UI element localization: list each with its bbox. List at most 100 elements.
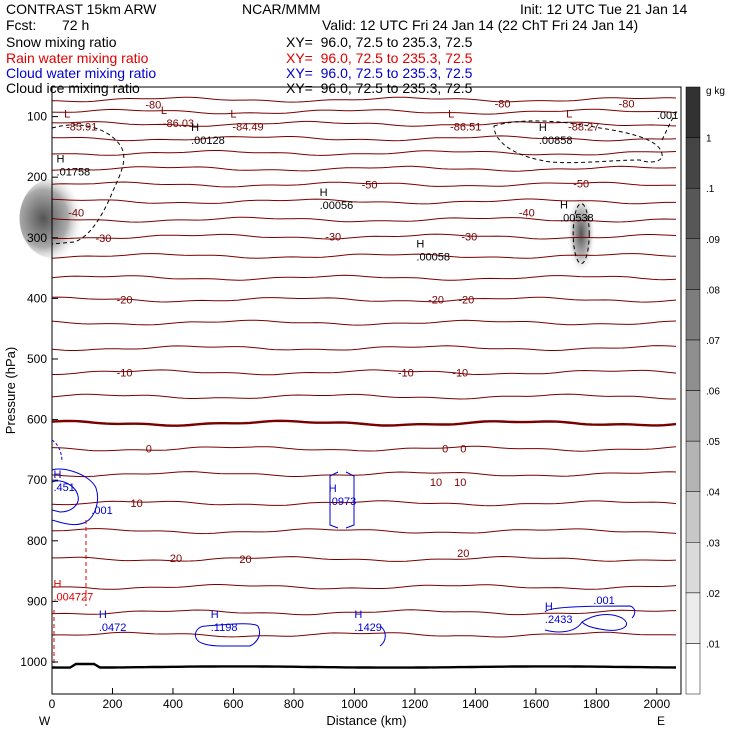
y-tick-label: 500 <box>27 352 47 366</box>
colorbar-segment <box>685 238 701 290</box>
high-marker-letter: H <box>329 483 337 495</box>
x-tick-label: 1400 <box>462 697 489 711</box>
temperature-label: -50 <box>573 178 589 190</box>
temperature-label: -30 <box>461 232 477 244</box>
west-label: W <box>39 714 51 728</box>
contour-value-label: .001 <box>657 110 678 122</box>
temperature-label: 0 <box>460 444 466 456</box>
colorbar-segment <box>685 542 701 594</box>
low-marker-letter: L <box>230 108 236 120</box>
low-marker-letter: L <box>448 108 454 120</box>
low-marker-letter: L <box>64 108 70 120</box>
temperature-label: 20 <box>170 553 182 565</box>
colorbar-tick-label: .05 <box>706 437 720 448</box>
surface-line <box>51 662 677 669</box>
colorbar-segment <box>685 643 701 695</box>
contour-value-label: .001 <box>91 505 112 517</box>
high-marker-letter: H <box>211 609 219 621</box>
colorbar-segment <box>685 491 701 543</box>
high-marker-value: .1198 <box>211 622 238 634</box>
east-label: E <box>657 714 665 728</box>
isotherm-line <box>51 319 677 326</box>
isotherm-line <box>51 393 676 400</box>
low-marker-letter: L <box>161 105 167 117</box>
field-cloudwater-name: Cloud water mixing ratio <box>6 65 157 81</box>
y-tick-label: 600 <box>27 413 47 427</box>
temperature-label: -20 <box>117 295 133 307</box>
low-marker-letter: L <box>566 108 572 120</box>
colorbar-segment <box>685 187 701 240</box>
temperature-label: -40 <box>68 207 84 219</box>
x-tick-label: 800 <box>284 697 304 711</box>
isotherm-line <box>51 345 677 351</box>
chart-title: CONTRAST 15km ARW <box>6 1 157 17</box>
colorbar-segment <box>685 440 701 492</box>
y-tick-label: 200 <box>27 170 47 184</box>
high-marker-letter: H <box>545 601 553 613</box>
colorbar-unit: g kg <box>706 86 725 97</box>
high-marker-letter: H <box>354 609 362 621</box>
center-label: NCAR/MMM <box>242 1 321 17</box>
low-marker-value: -85.91 <box>66 121 97 133</box>
field-rain-name: Rain water mixing ratio <box>6 50 149 66</box>
ice-contour-column <box>572 203 590 265</box>
colorbar-segment <box>685 86 701 138</box>
high-marker-value: .01758 <box>57 166 91 178</box>
valid-time: Valid: 12 UTC Fri 24 Jan 14 (22 ChT Fri … <box>322 17 639 33</box>
field-snow-name: Snow mixing ratio <box>6 34 117 50</box>
colorbar-segment <box>685 137 701 189</box>
isotherm-line <box>52 584 677 590</box>
fcst-label: Fcst: <box>6 17 37 33</box>
x-tick-label: 400 <box>163 697 183 711</box>
isotherm-line <box>51 165 677 172</box>
high-marker-letter: H <box>54 579 62 591</box>
x-tick-label: 1000 <box>341 697 368 711</box>
colorbar-tick-label: 1 <box>706 134 712 145</box>
y-tick-label: 700 <box>27 473 47 487</box>
isotherm-line <box>51 120 677 127</box>
temperature-label: -20 <box>428 295 444 307</box>
fcst-value: 72 h <box>62 17 90 33</box>
temperature-label: -80 <box>145 99 161 111</box>
colorbar-tick-label: .02 <box>706 589 720 600</box>
cloudwater-contour-west-inner <box>51 480 79 513</box>
isotherm-layer <box>51 96 677 669</box>
high-marker-value: .1429 <box>354 622 382 634</box>
temperature-label: -40 <box>519 207 535 219</box>
colorbar-tick-label: .07 <box>706 336 720 347</box>
high-marker-value: .0472 <box>99 622 127 634</box>
x-tick-label: 200 <box>102 697 122 711</box>
temperature-label: 10 <box>430 477 442 489</box>
ice-contour-west <box>51 124 125 245</box>
colorbar-tick-label: .01 <box>706 639 720 650</box>
colorbar: .01.02.03.04.05.06.07.08.09.11g kg-1 <box>685 86 725 695</box>
cloudwater-contour-lower-right <box>379 625 386 647</box>
isotherm-line <box>52 555 677 562</box>
y-tick-label: 300 <box>27 231 47 245</box>
high-marker-value: .0973 <box>329 496 357 508</box>
colorbar-segment <box>685 289 701 341</box>
colorbar-tick-label: .04 <box>706 488 720 499</box>
temperature-label: -80 <box>619 98 635 110</box>
high-marker-value: .00858 <box>539 135 573 147</box>
temperature-label: 10 <box>454 477 466 489</box>
isotherm-line <box>52 528 677 535</box>
low-marker-value: -86.51 <box>450 121 481 133</box>
field-cloudice-name: Cloud ice mixing ratio <box>6 80 140 96</box>
high-marker-value: .004727 <box>54 592 94 604</box>
colorbar-tick-label: .03 <box>706 538 720 549</box>
cloudwater-contour-west-top <box>51 439 63 463</box>
temperature-label: -10 <box>398 367 414 379</box>
colorbar-segment <box>685 390 701 442</box>
ice-shading-east <box>567 193 596 274</box>
high-marker-letter: H <box>416 239 424 251</box>
y-tick-label: 1000 <box>20 655 47 669</box>
x-tick-label: 600 <box>223 697 243 711</box>
isotherm-line <box>51 274 677 281</box>
temperature-label: 20 <box>239 554 251 566</box>
colorbar-tick-label: .08 <box>706 285 720 296</box>
high-marker-value: .00056 <box>320 200 354 212</box>
temperature-label: 20 <box>457 548 469 560</box>
isotherm-line <box>51 108 677 115</box>
